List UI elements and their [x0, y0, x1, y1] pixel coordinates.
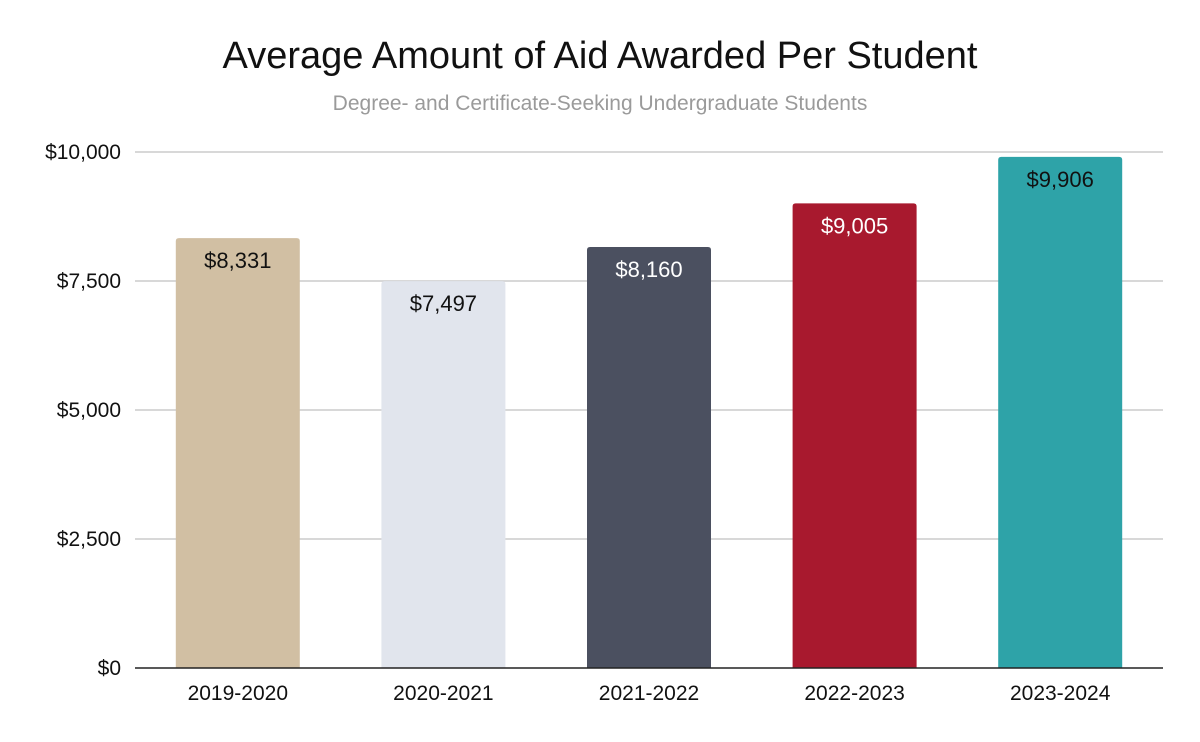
bar-value-label: $9,005 — [821, 213, 888, 238]
bar-2023-2024 — [998, 156, 1123, 668]
bars — [175, 156, 1123, 669]
x-tick-label: 2022-2023 — [804, 682, 904, 705]
x-axis-tick-labels: 2019-2020 2020-2021 2021-2022 2022-2023 2023… — [188, 682, 1111, 705]
bar-value-label: $8,160 — [615, 257, 682, 282]
chart-title: Average Amount of Aid Awarded Per Studen… — [223, 35, 978, 77]
bar-value-labels: $8,331 $7,497 $8,160 $9,005 $9,906 — [204, 167, 1094, 316]
y-tick-label: $5,000 — [57, 399, 121, 422]
y-tick-label: $7,500 — [57, 270, 121, 293]
bar-2019-2020 — [175, 238, 300, 668]
bar-2022-2023 — [792, 203, 917, 669]
x-tick-label: 2019-2020 — [188, 682, 288, 705]
bar-value-label: $8,331 — [204, 248, 271, 273]
bar-value-label: $7,497 — [410, 291, 477, 316]
x-tick-label: 2020-2021 — [393, 682, 493, 705]
bar-2021-2022 — [587, 246, 711, 668]
y-tick-label: $10,000 — [45, 141, 121, 164]
bar-value-label: $9,906 — [1027, 167, 1094, 192]
y-tick-label: $0 — [98, 657, 121, 680]
x-tick-label: 2021-2022 — [599, 682, 699, 705]
y-axis-tick-labels: $0 $2,500 $5,000 $7,500 $10,000 — [45, 141, 121, 680]
chart-subtitle: Degree- and Certificate-Seeking Undergra… — [333, 92, 868, 115]
x-tick-label: 2023-2024 — [1010, 682, 1111, 705]
bar-2020-2021 — [381, 281, 506, 668]
y-tick-label: $2,500 — [57, 528, 121, 551]
